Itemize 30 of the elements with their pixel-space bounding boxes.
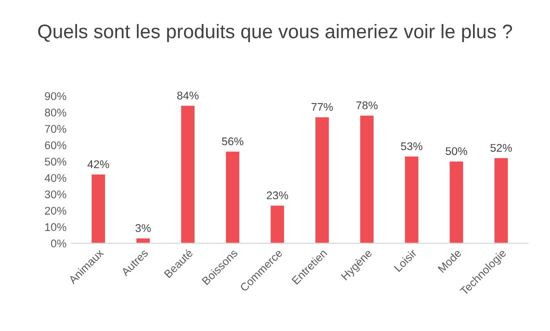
y-tick-label: 80% [44,108,66,116]
y-tick-label: 50% [44,158,66,166]
y-tick-label: 30% [44,190,66,198]
y-tick-label: 60% [44,141,66,150]
data-label: 3% [136,224,151,232]
bar [404,156,418,244]
y-tick-label: 70% [44,124,66,133]
y-tick-label: 0% [51,240,66,248]
data-label: 23% [266,191,288,200]
data-label: 50% [446,147,468,156]
y-tick-label: 40% [44,174,66,182]
data-label: 78% [356,101,378,110]
bar [226,152,240,244]
bar [270,206,284,244]
data-label: 77% [312,103,333,111]
data-label: 42% [87,160,110,168]
data-label: 56% [222,137,244,146]
y-tick-label: 20% [44,206,66,215]
bar [450,161,464,244]
bar [92,174,106,244]
bar [315,117,329,244]
bar [360,116,374,244]
data-label: 84% [177,92,199,100]
y-tick-label: 10% [45,223,66,232]
bar [181,106,195,244]
bar [494,158,508,244]
data-label: 52% [490,144,512,152]
y-tick-label: 90% [44,92,66,100]
data-label: 53% [400,142,422,150]
chart-title: Quels sont les produits que vous aimeriez voir le plus ? [38,24,512,42]
